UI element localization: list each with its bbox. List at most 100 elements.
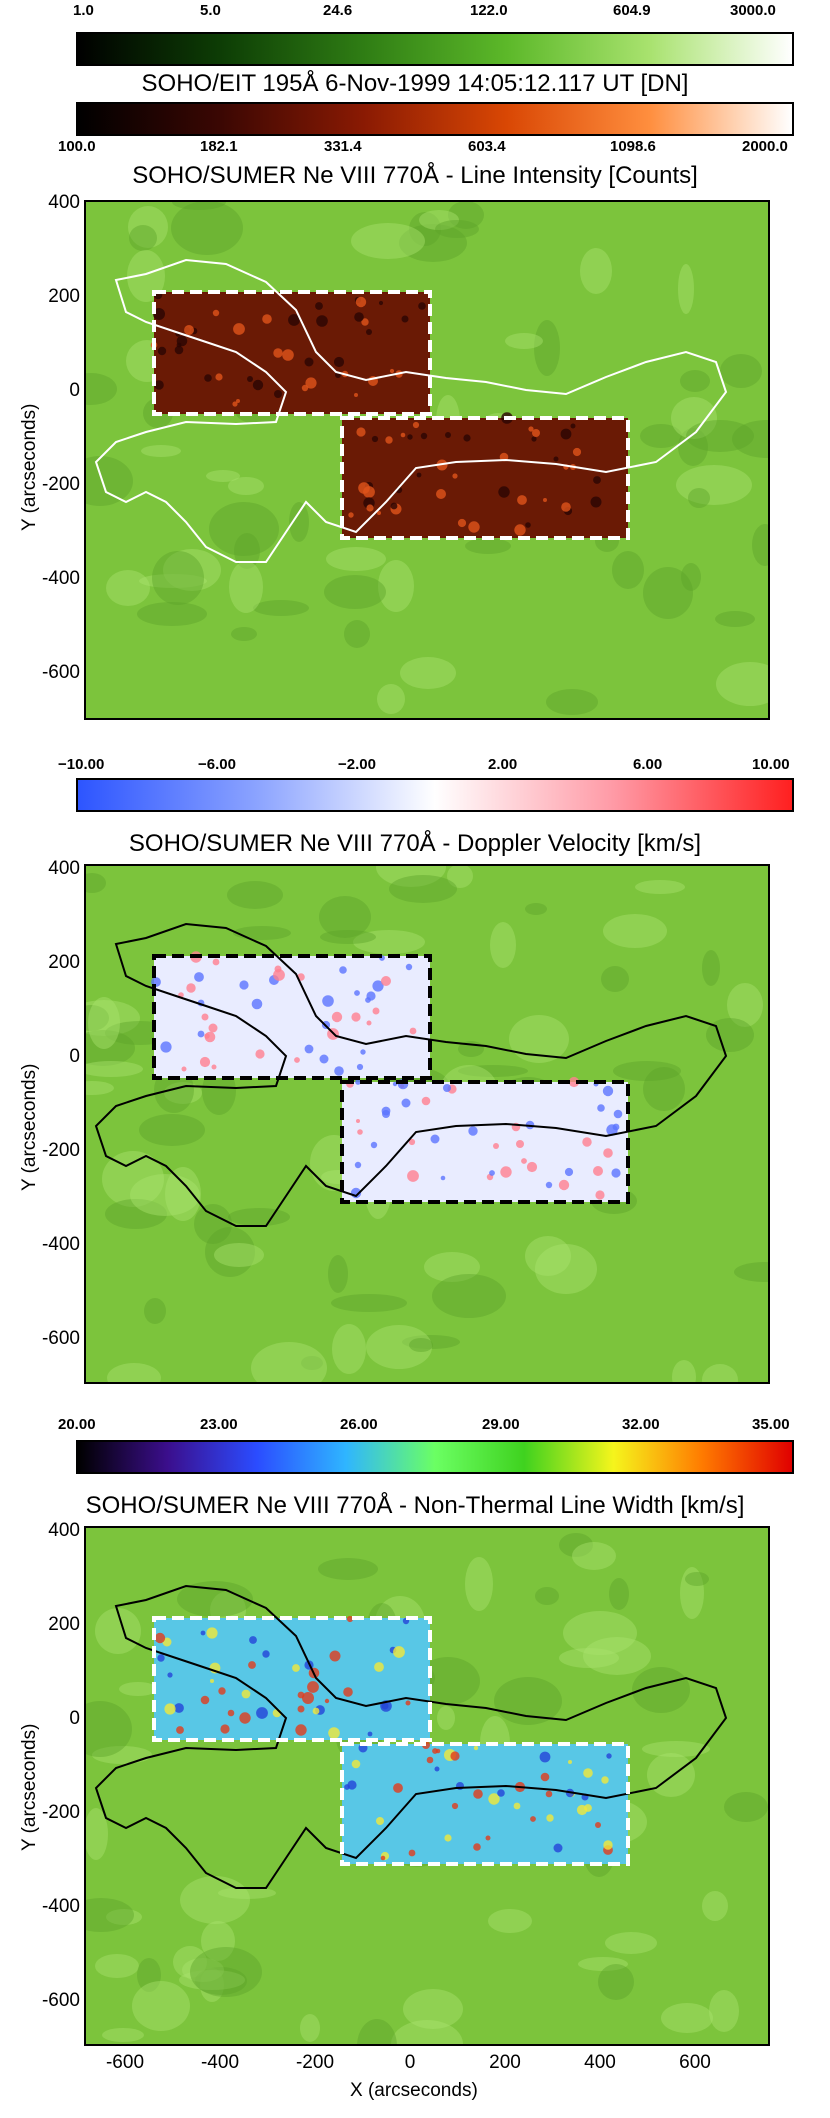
raster-pixel <box>262 1650 270 1658</box>
raster-pixel <box>356 1063 364 1071</box>
raster-pixel <box>372 1007 380 1015</box>
raster-pixel <box>366 329 372 335</box>
solar-texture <box>128 206 168 248</box>
solar-texture <box>437 1706 455 1730</box>
raster-pixel <box>181 1066 187 1072</box>
solar-texture <box>643 567 693 619</box>
solar-texture <box>105 1199 167 1229</box>
raster-pixel <box>292 1664 300 1672</box>
solar-texture <box>535 1244 597 1294</box>
raster-pixel <box>233 323 245 335</box>
solar-texture <box>194 1204 232 1244</box>
raster-pixel <box>354 990 360 996</box>
raster-pixel <box>489 1170 495 1176</box>
solar-texture <box>727 983 763 1027</box>
raster-pixel <box>601 1776 609 1784</box>
x-tick: 0 <box>404 2052 416 2073</box>
solar-texture <box>752 524 768 566</box>
raster-pixel <box>316 315 328 327</box>
raster-pixel <box>354 312 364 322</box>
solar-texture <box>301 1356 323 1370</box>
raster-pixel <box>564 1167 574 1177</box>
raster-pixel <box>516 1140 524 1148</box>
y-tick: -400 <box>41 1896 80 1917</box>
solar-texture <box>505 333 543 349</box>
raster-pixel <box>154 1632 166 1644</box>
raster-pixel <box>344 1784 350 1790</box>
raster-pixel <box>215 373 223 381</box>
raster-pixel <box>329 1650 341 1662</box>
solar-texture <box>102 2028 144 2042</box>
raster-pixel <box>597 1104 605 1112</box>
raster-pixel <box>539 1751 551 1763</box>
raster-pixel <box>405 1700 411 1706</box>
intensity-colorbar-tick: 1098.6 <box>610 138 656 155</box>
solar-texture <box>102 1151 164 1207</box>
raster-pixel <box>295 1724 307 1736</box>
solar-texture <box>734 1262 768 1282</box>
solar-texture <box>86 1061 143 1077</box>
raster-pixel <box>418 302 426 310</box>
doppler-title: SOHO/SUMER Ne VIII 770Å - Doppler Veloci… <box>128 830 702 857</box>
raster-pixel <box>602 1085 614 1097</box>
raster-pixel <box>409 1027 417 1035</box>
solar-texture <box>106 1909 142 1925</box>
solar-texture <box>141 445 181 457</box>
solar-texture <box>324 575 386 609</box>
solar-texture <box>605 1932 657 1954</box>
solar-texture <box>640 424 682 448</box>
solar-texture <box>389 875 457 903</box>
solar-texture <box>195 1967 247 1995</box>
solar-texture <box>716 662 768 706</box>
raster-pixel <box>390 502 398 510</box>
intensity-title: SOHO/SUMER Ne VIII 770Å - Line Intensity… <box>132 162 698 189</box>
raster-pixel <box>400 432 406 438</box>
solar-texture <box>86 1005 109 1031</box>
raster-pixel <box>382 1110 390 1118</box>
solar-texture <box>702 1364 738 1382</box>
raster-pixel <box>613 1109 623 1119</box>
solar-texture <box>681 563 701 591</box>
raster-pixel <box>154 380 164 390</box>
solar-texture <box>320 930 376 944</box>
raster-pixel <box>160 1041 172 1053</box>
raster-pixel <box>611 1168 621 1178</box>
y-tick: 0 <box>69 1046 80 1067</box>
raster-pixel <box>517 495 527 505</box>
doppler-colorbar <box>76 778 794 812</box>
solar-texture <box>559 1533 593 1557</box>
solar-texture <box>400 657 456 689</box>
raster-pixel <box>393 1783 403 1793</box>
coronal-hole-contour <box>94 258 728 563</box>
doppler-colorbar-tick: 10.00 <box>752 756 790 773</box>
raster-pixel <box>204 374 212 382</box>
raster-pixel <box>393 1646 405 1658</box>
raster-pixel <box>210 1679 214 1683</box>
raster-pixel <box>157 346 167 356</box>
raster-pixel <box>301 384 309 392</box>
raster-pixel <box>201 1013 209 1021</box>
solar-texture <box>106 570 150 606</box>
solar-texture <box>376 866 446 887</box>
raster-pixel <box>356 427 366 437</box>
raster-pixel <box>532 429 540 437</box>
solar-texture <box>720 354 762 388</box>
solar-texture <box>525 903 547 915</box>
raster-pixel <box>218 1687 226 1695</box>
solar-texture <box>201 1921 235 1961</box>
raster-pixel <box>381 976 391 986</box>
raster-pixel <box>273 969 285 981</box>
raster-pixel <box>443 1084 451 1092</box>
solar-texture <box>300 2014 320 2042</box>
raster-pixel <box>356 1119 360 1123</box>
width-colorbar-tick: 35.00 <box>752 1416 790 1433</box>
x-tick: 600 <box>679 2052 711 2073</box>
raster-pixel <box>354 1161 362 1169</box>
raster-pixel <box>351 1759 361 1769</box>
raster-south-border <box>340 416 630 540</box>
raster-pixel <box>416 472 422 478</box>
solar-texture <box>229 561 263 613</box>
y-tick: 200 <box>48 1614 80 1635</box>
solar-texture <box>402 1335 460 1349</box>
raster-pixel <box>363 486 375 498</box>
